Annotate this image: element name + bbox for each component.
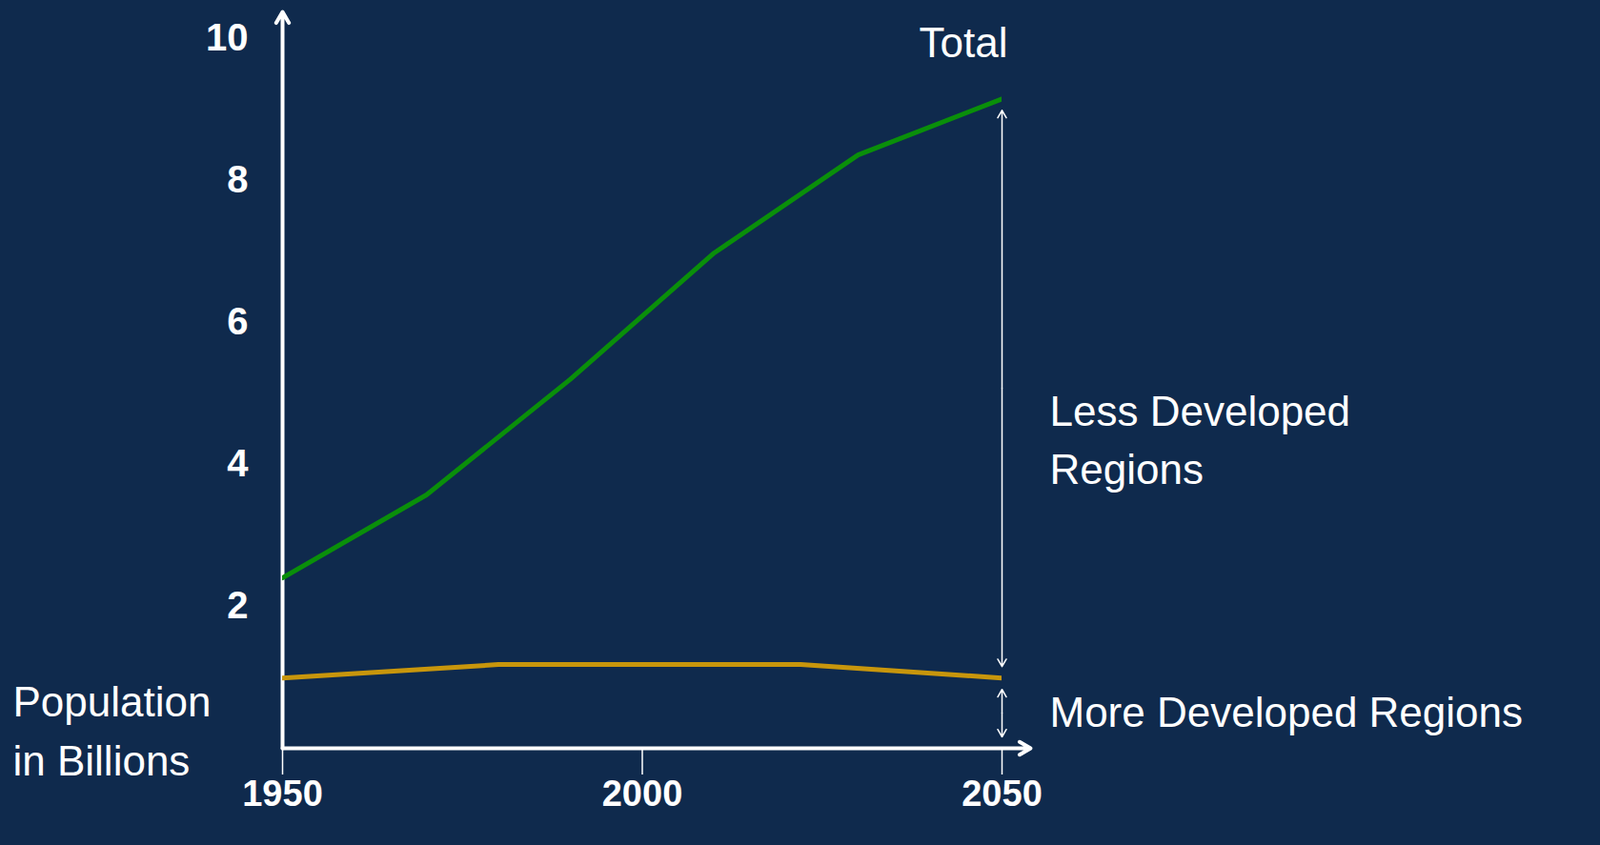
- svg-text:1950: 1950: [242, 773, 324, 814]
- svg-text:2000: 2000: [602, 773, 684, 814]
- svg-text:2: 2: [226, 584, 248, 627]
- svg-text:More Developed Regions: More Developed Regions: [1050, 688, 1524, 736]
- svg-text:8: 8: [226, 158, 248, 201]
- svg-text:Populationin Billions: Populationin Billions: [13, 678, 212, 785]
- svg-text:6: 6: [226, 300, 248, 343]
- svg-text:Total: Total: [919, 19, 1009, 66]
- svg-text:4: 4: [226, 442, 249, 485]
- svg-text:2050: 2050: [961, 773, 1043, 814]
- svg-text:Less DevelopedRegions: Less DevelopedRegions: [1050, 387, 1352, 494]
- svg-text:10: 10: [205, 16, 249, 59]
